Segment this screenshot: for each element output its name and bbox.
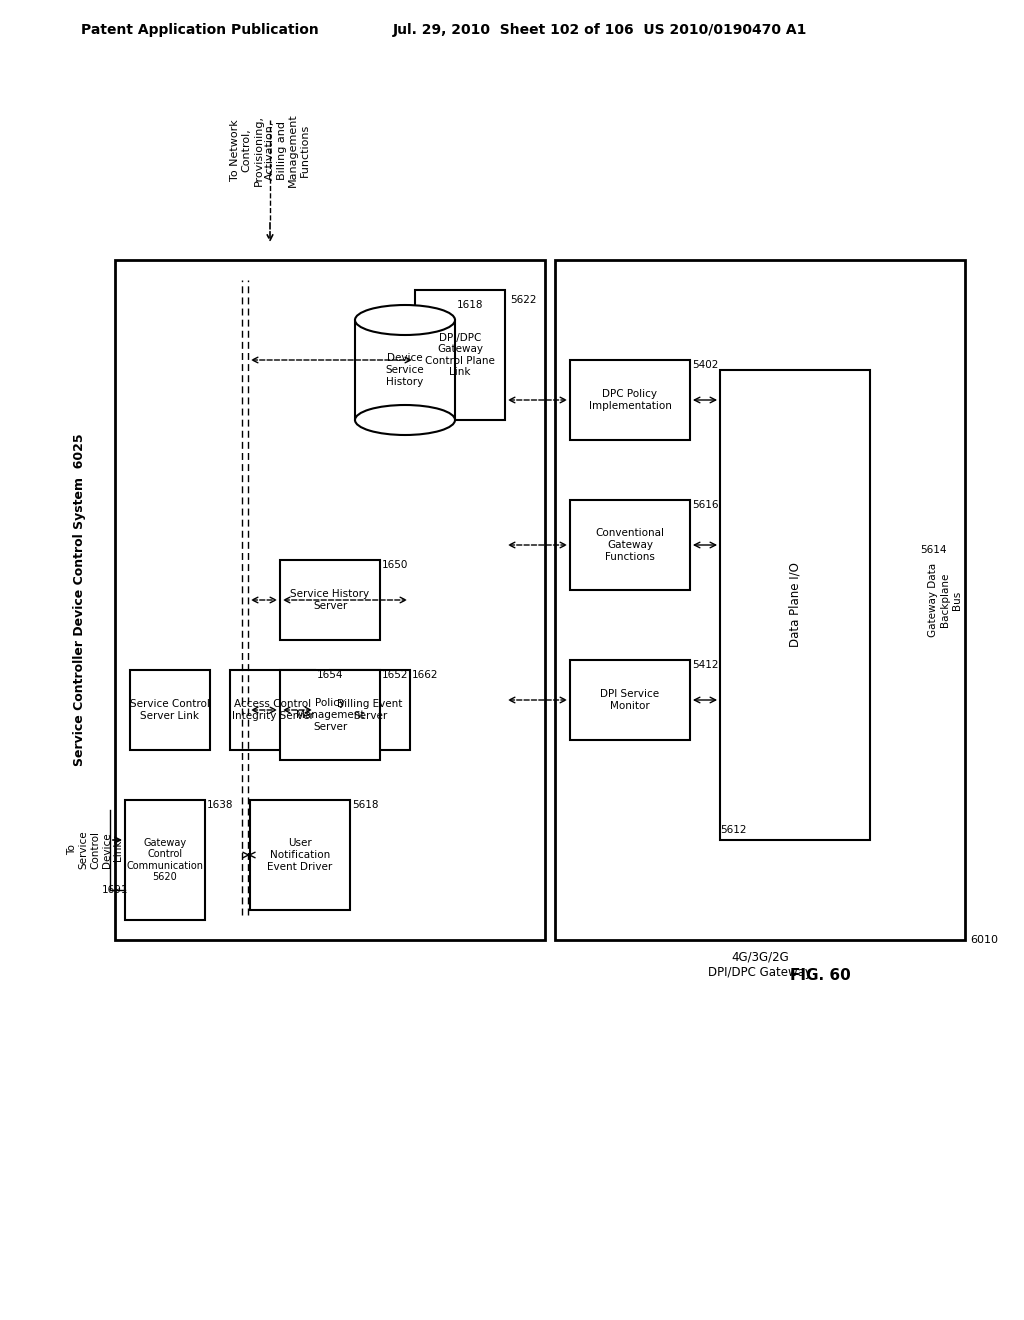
Text: Gateway
Control
Communication
5620: Gateway Control Communication 5620	[127, 838, 204, 882]
Text: To
Service
Control
Device
Link: To Service Control Device Link	[67, 830, 123, 870]
Text: 6010: 6010	[970, 935, 998, 945]
Text: 5402: 5402	[692, 360, 719, 370]
Text: 5616: 5616	[692, 500, 719, 510]
Text: 1638: 1638	[207, 800, 233, 810]
Text: Billing Event
Server: Billing Event Server	[337, 700, 402, 721]
FancyBboxPatch shape	[570, 360, 690, 440]
Text: 1662: 1662	[412, 671, 438, 680]
FancyBboxPatch shape	[720, 370, 870, 840]
Text: To Network
Control,
Provisioning,
Activation,
Billing and
Management
Functions: To Network Control, Provisioning, Activa…	[230, 114, 310, 187]
Text: Device
Service
History: Device Service History	[386, 354, 424, 387]
Text: 1652: 1652	[382, 671, 409, 680]
Text: 1654: 1654	[317, 671, 343, 680]
Text: DPC Policy
Implementation: DPC Policy Implementation	[589, 389, 672, 411]
Text: 5412: 5412	[692, 660, 719, 671]
Text: Access Control
Integrity Server: Access Control Integrity Server	[231, 700, 313, 721]
Text: Patent Application Publication: Patent Application Publication	[81, 22, 318, 37]
FancyBboxPatch shape	[555, 260, 965, 940]
Text: 4G/3G/2G
DPI/DPC Gateway: 4G/3G/2G DPI/DPC Gateway	[708, 950, 812, 979]
Text: 5612: 5612	[720, 825, 746, 836]
Text: 5622: 5622	[510, 294, 537, 305]
Text: Service Controller Device Control System  6025: Service Controller Device Control System…	[74, 434, 86, 767]
Text: Conventional
Gateway
Functions: Conventional Gateway Functions	[596, 528, 665, 561]
Text: DPI Service
Monitor: DPI Service Monitor	[600, 689, 659, 710]
Ellipse shape	[355, 305, 455, 335]
FancyBboxPatch shape	[355, 319, 455, 420]
FancyBboxPatch shape	[570, 660, 690, 741]
Text: 5618: 5618	[352, 800, 379, 810]
FancyBboxPatch shape	[230, 671, 315, 750]
FancyBboxPatch shape	[125, 800, 205, 920]
FancyBboxPatch shape	[280, 560, 380, 640]
Text: 1691: 1691	[101, 884, 128, 895]
Text: Gateway Data
Backplane
Bus: Gateway Data Backplane Bus	[929, 562, 962, 638]
Ellipse shape	[355, 405, 455, 436]
FancyBboxPatch shape	[415, 290, 505, 420]
Text: Service Control
Server Link: Service Control Server Link	[130, 700, 210, 721]
Text: User
Notification
Event Driver: User Notification Event Driver	[267, 838, 333, 871]
FancyBboxPatch shape	[330, 671, 410, 750]
Text: DPI/DPC
Gateway
Control Plane
Link: DPI/DPC Gateway Control Plane Link	[425, 333, 495, 378]
FancyBboxPatch shape	[280, 671, 380, 760]
Text: 5614: 5614	[920, 545, 946, 554]
Text: Jul. 29, 2010  Sheet 102 of 106  US 2010/0190470 A1: Jul. 29, 2010 Sheet 102 of 106 US 2010/0…	[393, 22, 807, 37]
Text: 1650: 1650	[382, 560, 409, 570]
Text: Policy
Management
Server: Policy Management Server	[296, 698, 365, 731]
FancyBboxPatch shape	[130, 671, 210, 750]
Text: 1618: 1618	[457, 300, 483, 310]
Text: Service History
Server: Service History Server	[291, 589, 370, 611]
FancyBboxPatch shape	[115, 260, 545, 940]
FancyBboxPatch shape	[250, 800, 350, 909]
FancyBboxPatch shape	[570, 500, 690, 590]
Text: FIG. 60: FIG. 60	[790, 968, 850, 982]
Text: Data Plane I/O: Data Plane I/O	[788, 562, 802, 647]
